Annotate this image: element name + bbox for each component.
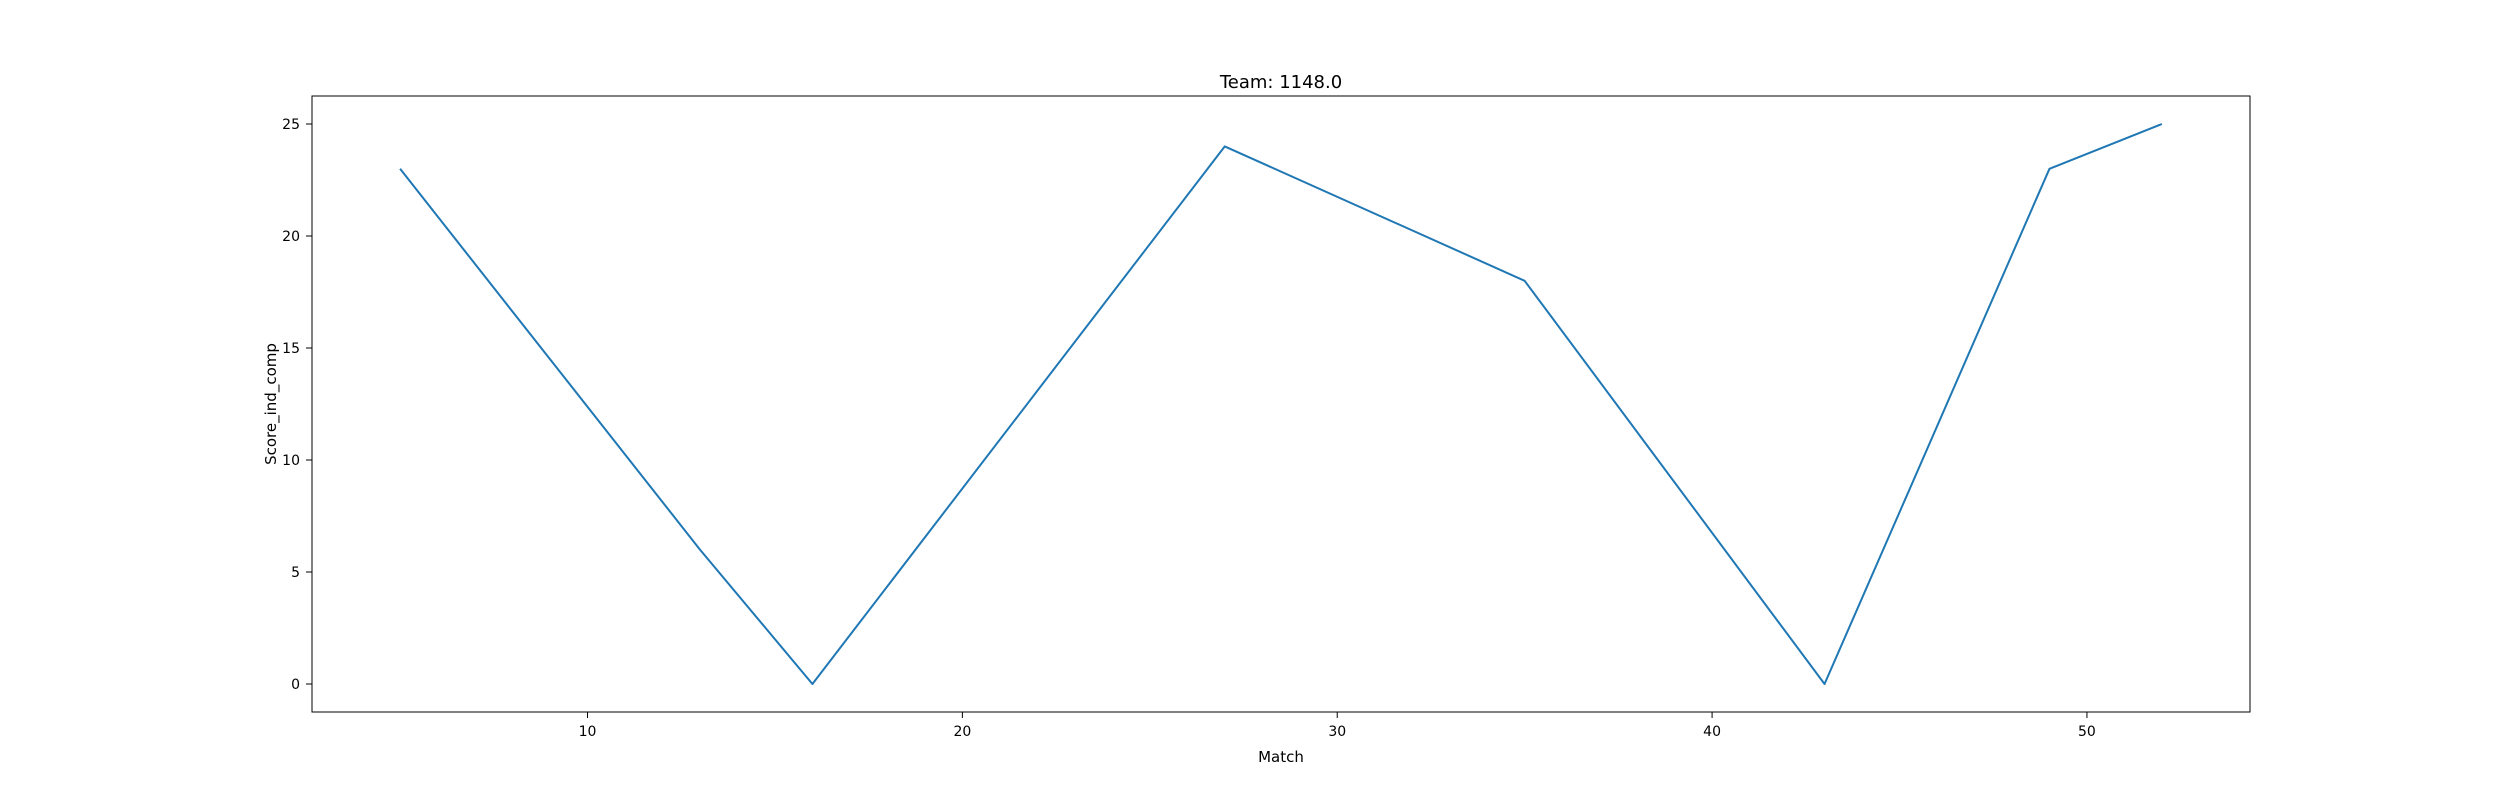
x-tick-label: 20 xyxy=(953,724,971,740)
y-axis: 0 5 10 15 20 25 xyxy=(282,117,312,693)
y-tick-label: 15 xyxy=(282,341,300,357)
y-tick-label: 0 xyxy=(291,677,300,693)
x-tick-label: 50 xyxy=(2078,724,2096,740)
x-tick-label: 40 xyxy=(1703,724,1721,740)
chart-title: Team: 1148.0 xyxy=(1219,72,1342,93)
x-axis-label: Match xyxy=(1258,748,1304,766)
y-tick-label: 5 xyxy=(291,565,300,581)
x-tick-label: 10 xyxy=(579,724,597,740)
y-tick-label: 10 xyxy=(282,453,300,469)
x-tick-label: 30 xyxy=(1328,724,1346,740)
series-line xyxy=(399,123,2163,685)
x-axis: 10 20 30 40 50 xyxy=(579,712,2096,740)
plot-area xyxy=(399,123,2163,685)
y-tick-label: 20 xyxy=(282,229,300,245)
y-tick-label: 25 xyxy=(282,117,300,133)
plot-frame xyxy=(311,95,2251,713)
y-axis-label: Score_ind_comp xyxy=(262,343,281,465)
